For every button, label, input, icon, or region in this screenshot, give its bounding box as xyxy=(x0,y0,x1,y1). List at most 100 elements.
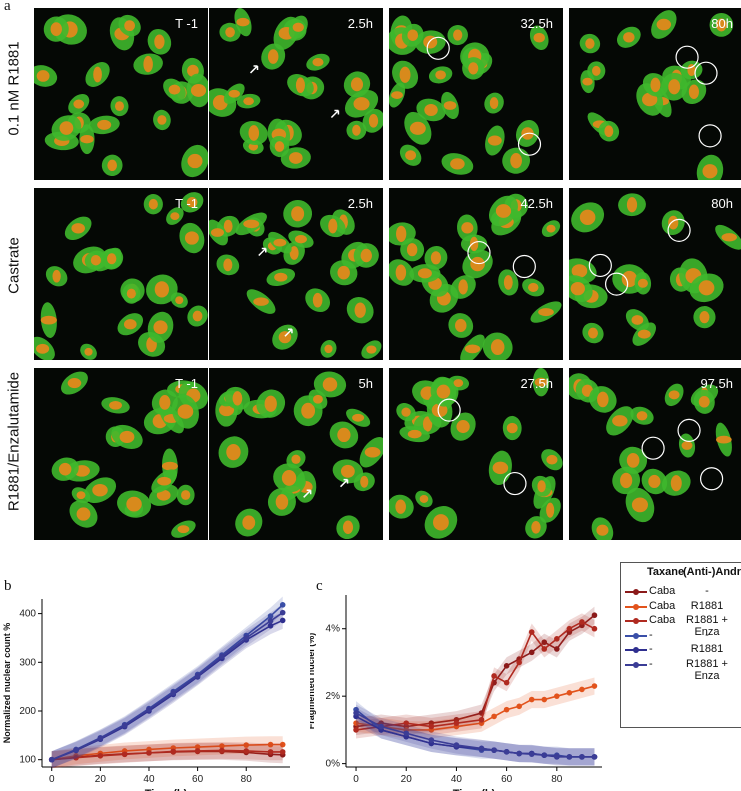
cell-nucleus xyxy=(579,209,596,226)
legend-item: Caba R1881 xyxy=(621,600,741,615)
cell-image xyxy=(34,192,208,360)
cell-nucleus xyxy=(236,17,250,27)
series-5-ribbon xyxy=(51,612,283,769)
legend-header-taxane: Taxane xyxy=(647,566,685,578)
cell-nucleus xyxy=(337,427,351,443)
cell-image xyxy=(389,368,563,539)
x-tick-label: 0 xyxy=(353,774,359,785)
event-circle-marker xyxy=(677,418,701,443)
cell-nucleus xyxy=(489,97,499,109)
cell-image xyxy=(215,371,383,540)
cell-nucleus xyxy=(159,395,171,410)
cell-nucleus xyxy=(226,444,241,461)
cell-nucleus xyxy=(417,268,432,279)
cell-nucleus xyxy=(468,62,479,75)
cell-nucleus xyxy=(698,395,710,408)
cell-nucleus xyxy=(90,254,101,266)
cell-nucleus xyxy=(702,164,718,179)
timepoint-label: 32.5h xyxy=(520,16,553,31)
series-4-ribbon xyxy=(51,596,283,769)
series-3-point-4 xyxy=(121,751,128,758)
micrograph-r3-c3: 27.5h xyxy=(389,368,563,540)
cell-nucleus xyxy=(453,29,463,41)
cell-nucleus xyxy=(396,225,407,242)
series-3-point-9 xyxy=(516,659,522,666)
x-tick-label: 60 xyxy=(501,774,513,785)
cell-nucleus xyxy=(76,507,91,521)
legend-item: - R1881 xyxy=(621,643,741,658)
series-6-point-7 xyxy=(491,747,497,753)
series-3-ribbon xyxy=(356,613,595,739)
cell-nucleus xyxy=(143,55,153,73)
cell-nucleus xyxy=(184,231,199,245)
micrograph-r1-c2: 2.5h xyxy=(209,8,383,180)
cell-nucleus xyxy=(353,97,370,111)
cell-nucleus xyxy=(585,38,595,49)
cell-image xyxy=(389,193,562,360)
cell-nucleus xyxy=(119,430,135,443)
cell-nucleus xyxy=(668,215,679,230)
cell-nucleus xyxy=(534,377,548,387)
series-1-point-15 xyxy=(591,612,598,619)
cell-nucleus xyxy=(232,391,243,406)
series-2-ribbon xyxy=(356,677,595,739)
cell-nucleus xyxy=(424,103,438,116)
cell-nucleus xyxy=(650,77,661,93)
event-circle-marker xyxy=(517,132,542,156)
series-3-point-14 xyxy=(579,619,585,625)
legend-swatch xyxy=(625,589,647,595)
event-circle-marker xyxy=(641,436,665,460)
cell-nucleus xyxy=(395,499,406,514)
row-label-r1881: 0.1 nM R1881 xyxy=(5,41,23,136)
series-2-point-14 xyxy=(579,686,585,693)
series-3-point-1 xyxy=(353,727,359,733)
y-tick-label: 400 xyxy=(19,609,36,620)
cell-nucleus xyxy=(368,113,379,128)
series-2-point-9 xyxy=(243,742,250,748)
timepoint-label: 97.5h xyxy=(700,376,733,391)
cell-nucleus xyxy=(126,288,136,299)
cell-nucleus xyxy=(274,141,285,152)
legend-swatch xyxy=(625,618,647,624)
series-3-point-5 xyxy=(453,720,460,726)
series-2-point-10 xyxy=(267,741,274,748)
cell-nucleus xyxy=(294,235,307,244)
micrograph-r3-c1: T -1 xyxy=(34,368,208,540)
series-6-point-9 xyxy=(243,635,250,641)
cell-nucleus xyxy=(648,474,661,489)
cell-nucleus xyxy=(243,97,254,106)
cell-nucleus xyxy=(84,347,93,356)
series-3-point-6 xyxy=(170,748,177,755)
cell-nucleus xyxy=(596,524,609,536)
timepoint-label: 5h xyxy=(358,376,373,391)
x-axis-title: Time (h) xyxy=(145,788,188,791)
timepoint-label: 80h xyxy=(711,196,733,211)
series-4-ribbon xyxy=(356,701,595,766)
cell-nucleus xyxy=(92,483,108,497)
cell-nucleus xyxy=(80,135,94,144)
cell-nucleus xyxy=(352,413,365,422)
cell-nucleus xyxy=(366,345,377,354)
chart-b-nuclear-count: 0 20 40 60 80 100 200 300 400 Time (h) Normalized … xyxy=(2,596,290,791)
cell-nucleus xyxy=(71,223,85,234)
legend-androgen: - xyxy=(705,628,709,641)
cell-nucleus xyxy=(291,454,301,464)
series-6-point-10 xyxy=(528,751,535,757)
series-2-point-1 xyxy=(353,720,359,726)
x-tick-label: 60 xyxy=(192,774,204,785)
x-tick-label: 20 xyxy=(401,774,413,785)
cell-nucleus xyxy=(422,416,433,432)
arrow-marker xyxy=(258,247,267,257)
series-6-point-13 xyxy=(566,754,573,760)
series-6-point-10 xyxy=(267,618,274,624)
event-circle-marker xyxy=(512,254,536,279)
series-4-point-10 xyxy=(267,613,274,619)
timepoint-label: 27.5h xyxy=(520,376,553,391)
cell-image xyxy=(389,15,549,175)
series-6-point-8 xyxy=(503,749,510,755)
cell-nucleus xyxy=(637,329,651,339)
series-2-point-7 xyxy=(194,744,201,750)
cell-nucleus xyxy=(399,66,411,83)
cell-nucleus xyxy=(430,251,442,265)
series-3-point-6 xyxy=(478,716,485,723)
